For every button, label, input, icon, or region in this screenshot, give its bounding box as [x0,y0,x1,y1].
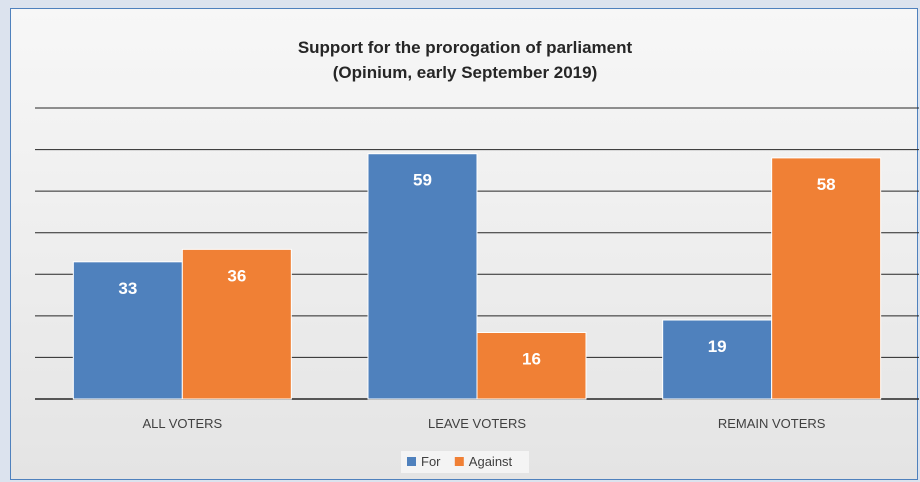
chart-subtitle: (Opinium, early September 2019) [332,63,598,82]
bar-for-remain-voters [662,319,773,400]
category-label: LEAVE VOTERS [428,416,526,431]
legend-swatch-against [454,457,464,466]
data-label: 36 [227,266,246,285]
chart-title-block: Support for the prorogation of parliamen… [11,35,919,85]
bar-against-remain-voters [771,157,882,400]
data-label: 59 [413,171,432,190]
data-label: 16 [522,349,541,368]
chart-frame: Support for the prorogation of parliamen… [10,8,919,480]
data-label: 58 [817,175,836,194]
chart-title: Support for the prorogation of parliamen… [297,38,633,57]
category-label: ALL VOTERS [142,416,222,431]
category-label: REMAIN VOTERS [718,416,826,431]
bar-against-all-voters [181,248,292,400]
data-label: 33 [118,279,137,298]
data-label: 19 [708,337,727,356]
bar-for-leave-voters [367,153,478,400]
legend-swatch-for [407,457,416,466]
legend-label-for: For [421,454,441,469]
bar-chart: 33 36 ALL VOTERS 59 16 LEAVE VOTERS 19 58 REMAIN… [35,107,919,473]
legend-background [401,451,529,473]
legend-label-against: Against [469,454,513,469]
bar-against-leave-voters [476,331,587,400]
bar-for-all-voters [72,261,183,400]
